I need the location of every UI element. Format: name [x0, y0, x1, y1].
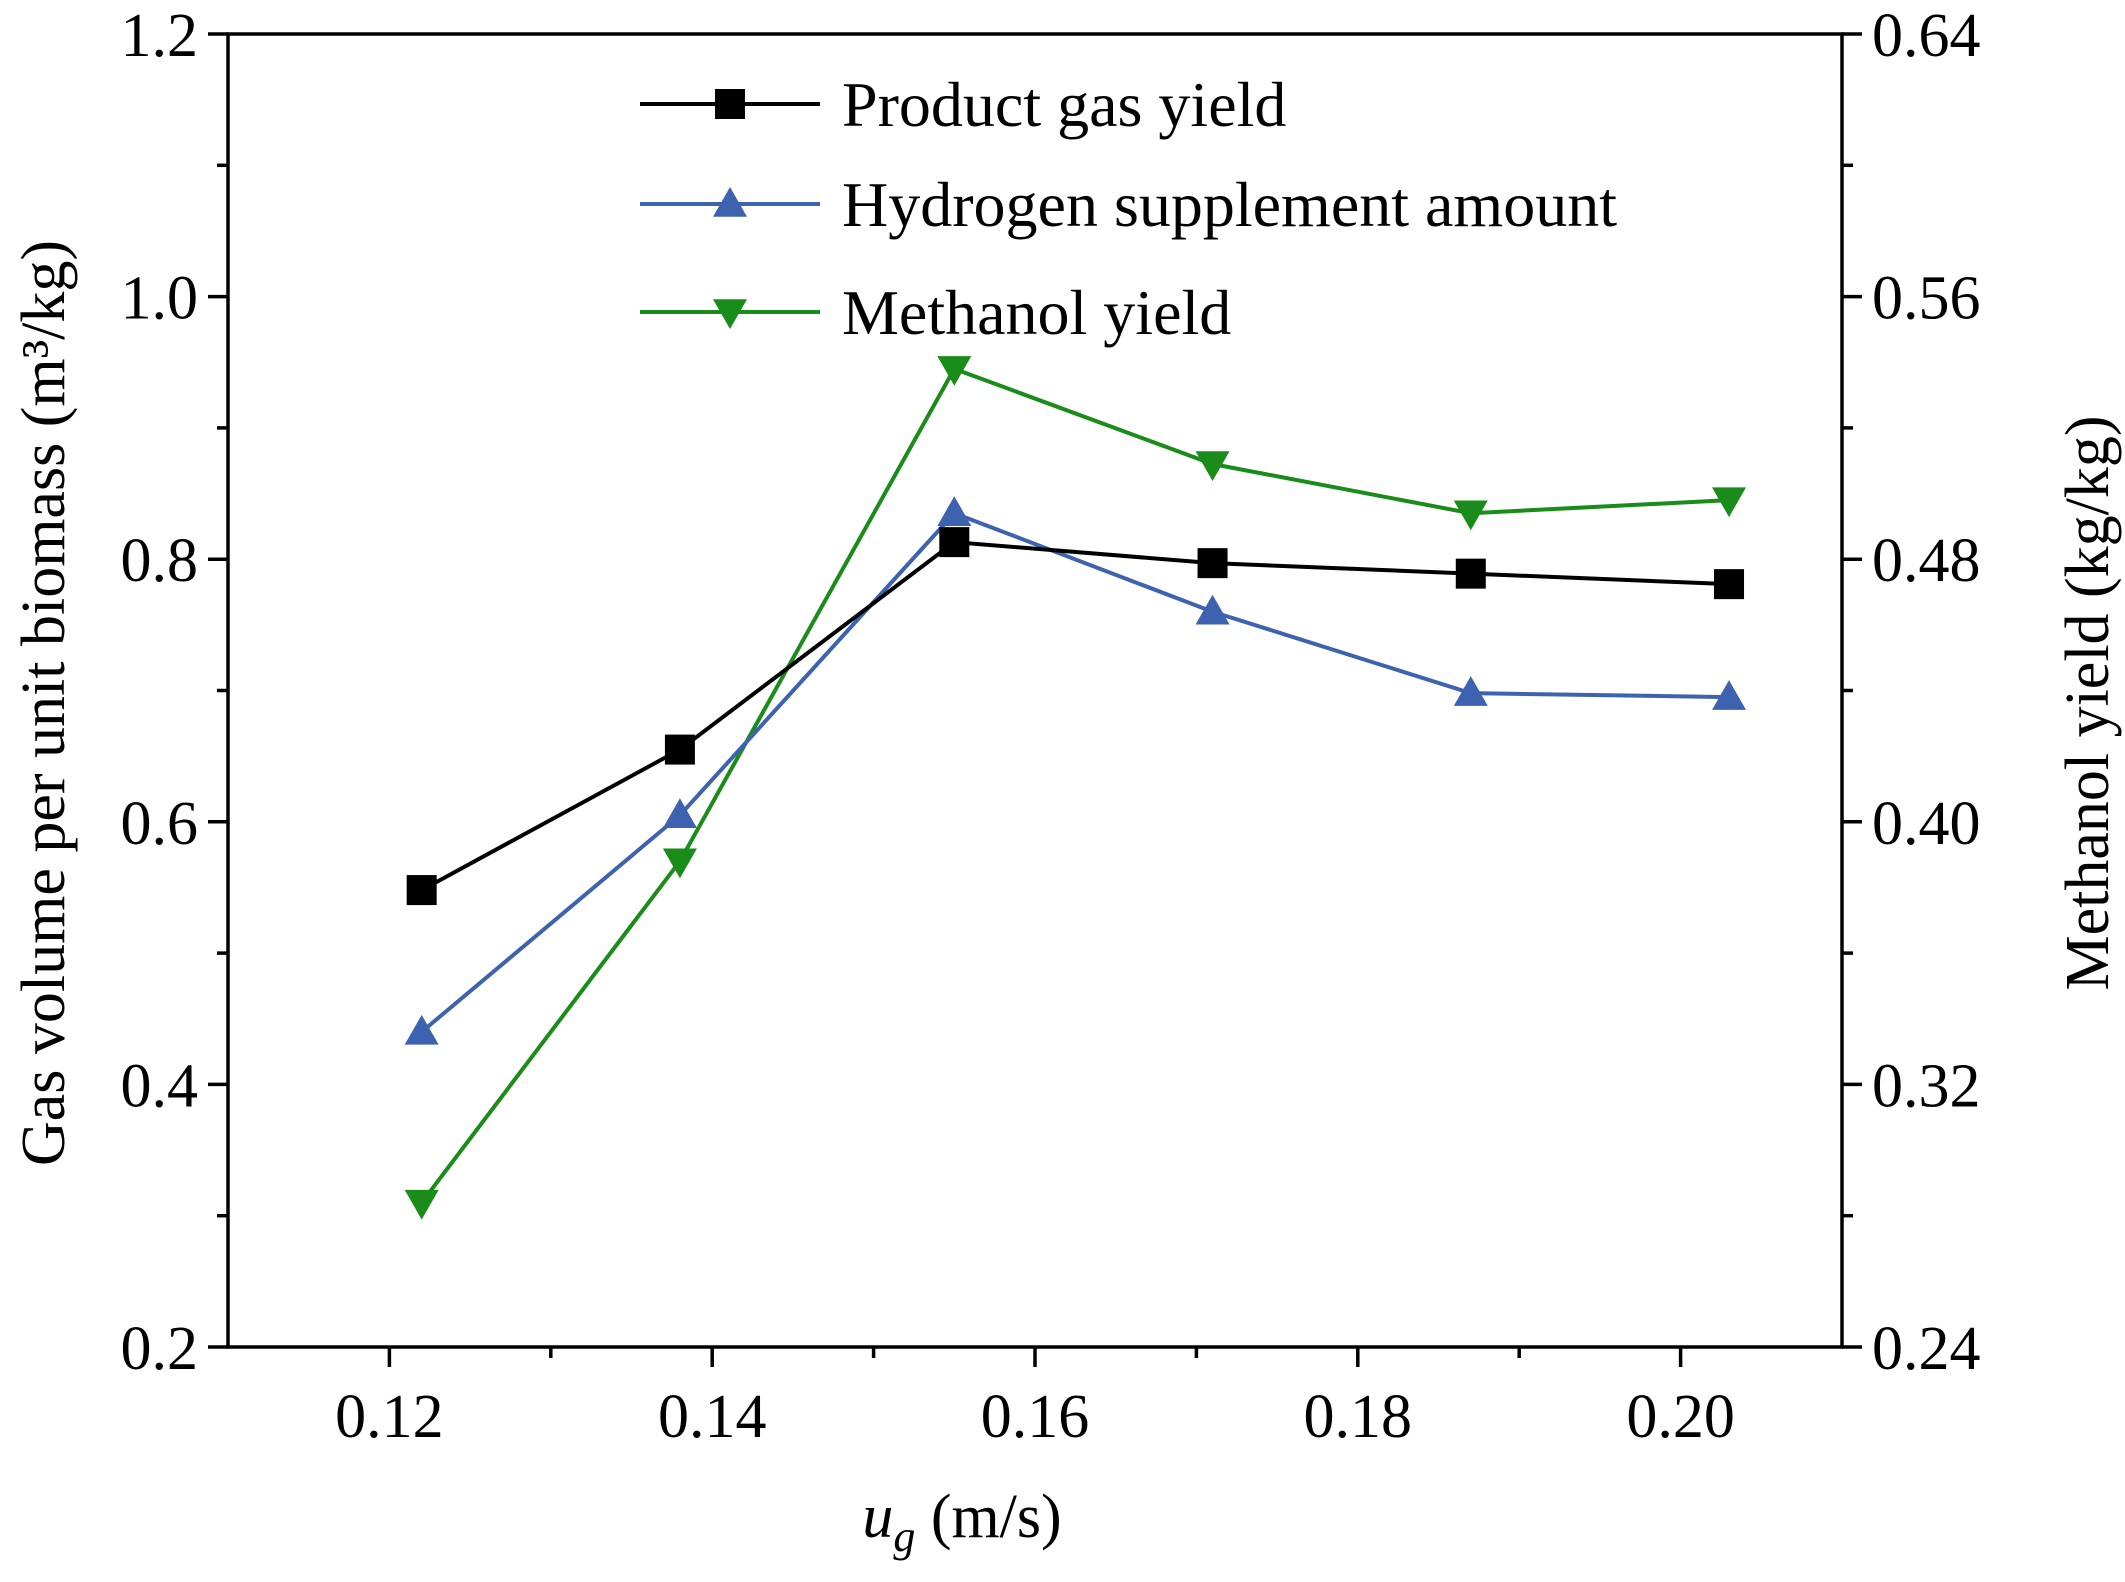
y2-tick-label: 0.32	[1872, 1052, 1981, 1120]
y2-tick-label: 0.24	[1872, 1315, 1981, 1383]
series-line	[420, 366, 1730, 1204]
y2-tick-label: 0.64	[1872, 2, 1981, 70]
legend: Product gas yield Hydrogen supplement amo…	[640, 69, 1617, 348]
x-tick-label: 0.12	[335, 1383, 444, 1451]
x-axis: 0.12 0.14 0.16 0.18 0.20	[335, 1347, 1735, 1451]
series-product-gas-yield	[406, 527, 1745, 906]
legend-label: Hydrogen supplement amount	[842, 169, 1617, 240]
data-point	[404, 1189, 439, 1220]
y2-tick-label: 0.56	[1872, 265, 1981, 333]
data-point	[937, 356, 972, 386]
legend-marker	[715, 89, 745, 119]
y-tick-label: 1.0	[121, 265, 199, 333]
data-point	[1453, 500, 1488, 531]
series-line	[420, 510, 1730, 1034]
legend-item: Methanol yield	[640, 277, 1231, 348]
legend-label: Product gas yield	[842, 69, 1286, 140]
plot-series	[404, 356, 1747, 1220]
legend-label: Methanol yield	[842, 277, 1231, 348]
data-point	[1712, 487, 1747, 518]
data-point	[939, 527, 970, 558]
y-axis-right: 0.24 0.32 0.40 0.48 0.56 0.64	[1842, 2, 1981, 1383]
y2-tick-label: 0.40	[1872, 790, 1981, 858]
legend-marker	[713, 187, 747, 217]
series-line	[420, 540, 1730, 892]
x-axis-title: ug (m/s)	[862, 1483, 1061, 1561]
y-axis-title: Gas volume per unit biomass (m³/kg)	[10, 240, 78, 1166]
series-methanol-yield	[404, 356, 1747, 1220]
x-axis-title-unit: (m/s)	[915, 1483, 1061, 1551]
data-point	[404, 1014, 439, 1045]
y-tick-label: 0.4	[121, 1052, 199, 1120]
x-axis-title-subscript: g	[893, 1512, 915, 1561]
data-point	[1714, 569, 1745, 600]
legend-marker	[713, 299, 747, 329]
y-tick-label: 1.2	[121, 2, 199, 70]
data-point	[1455, 558, 1486, 589]
legend-item: Product gas yield	[640, 69, 1286, 140]
y2-axis-title: Methanol yield (kg/kg)	[2054, 415, 2122, 990]
data-point	[1712, 680, 1747, 710]
data-point	[1453, 676, 1488, 706]
x-tick-label: 0.14	[658, 1383, 767, 1451]
y-tick-label: 0.6	[121, 790, 199, 858]
y2-tick-label: 0.48	[1872, 527, 1981, 595]
data-point	[406, 875, 437, 906]
y-tick-label: 0.2	[121, 1315, 199, 1383]
data-point	[1195, 594, 1230, 625]
data-point	[1197, 548, 1228, 579]
x-tick-label: 0.16	[981, 1383, 1090, 1451]
data-point	[662, 798, 697, 828]
x-tick-label: 0.18	[1304, 1383, 1413, 1451]
x-axis-title-symbol: u	[862, 1483, 893, 1551]
legend-item: Hydrogen supplement amount	[640, 169, 1617, 240]
x-tick-label: 0.20	[1626, 1383, 1735, 1451]
y-tick-label: 0.8	[121, 527, 199, 595]
data-point	[937, 496, 972, 526]
data-point	[662, 848, 697, 879]
data-point	[1195, 451, 1230, 482]
data-point	[664, 734, 695, 765]
series-hydrogen-supplement-amount	[404, 496, 1747, 1045]
y-axis-left: 0.2 0.4 0.6 0.8 1.0 1.2	[121, 2, 228, 1383]
